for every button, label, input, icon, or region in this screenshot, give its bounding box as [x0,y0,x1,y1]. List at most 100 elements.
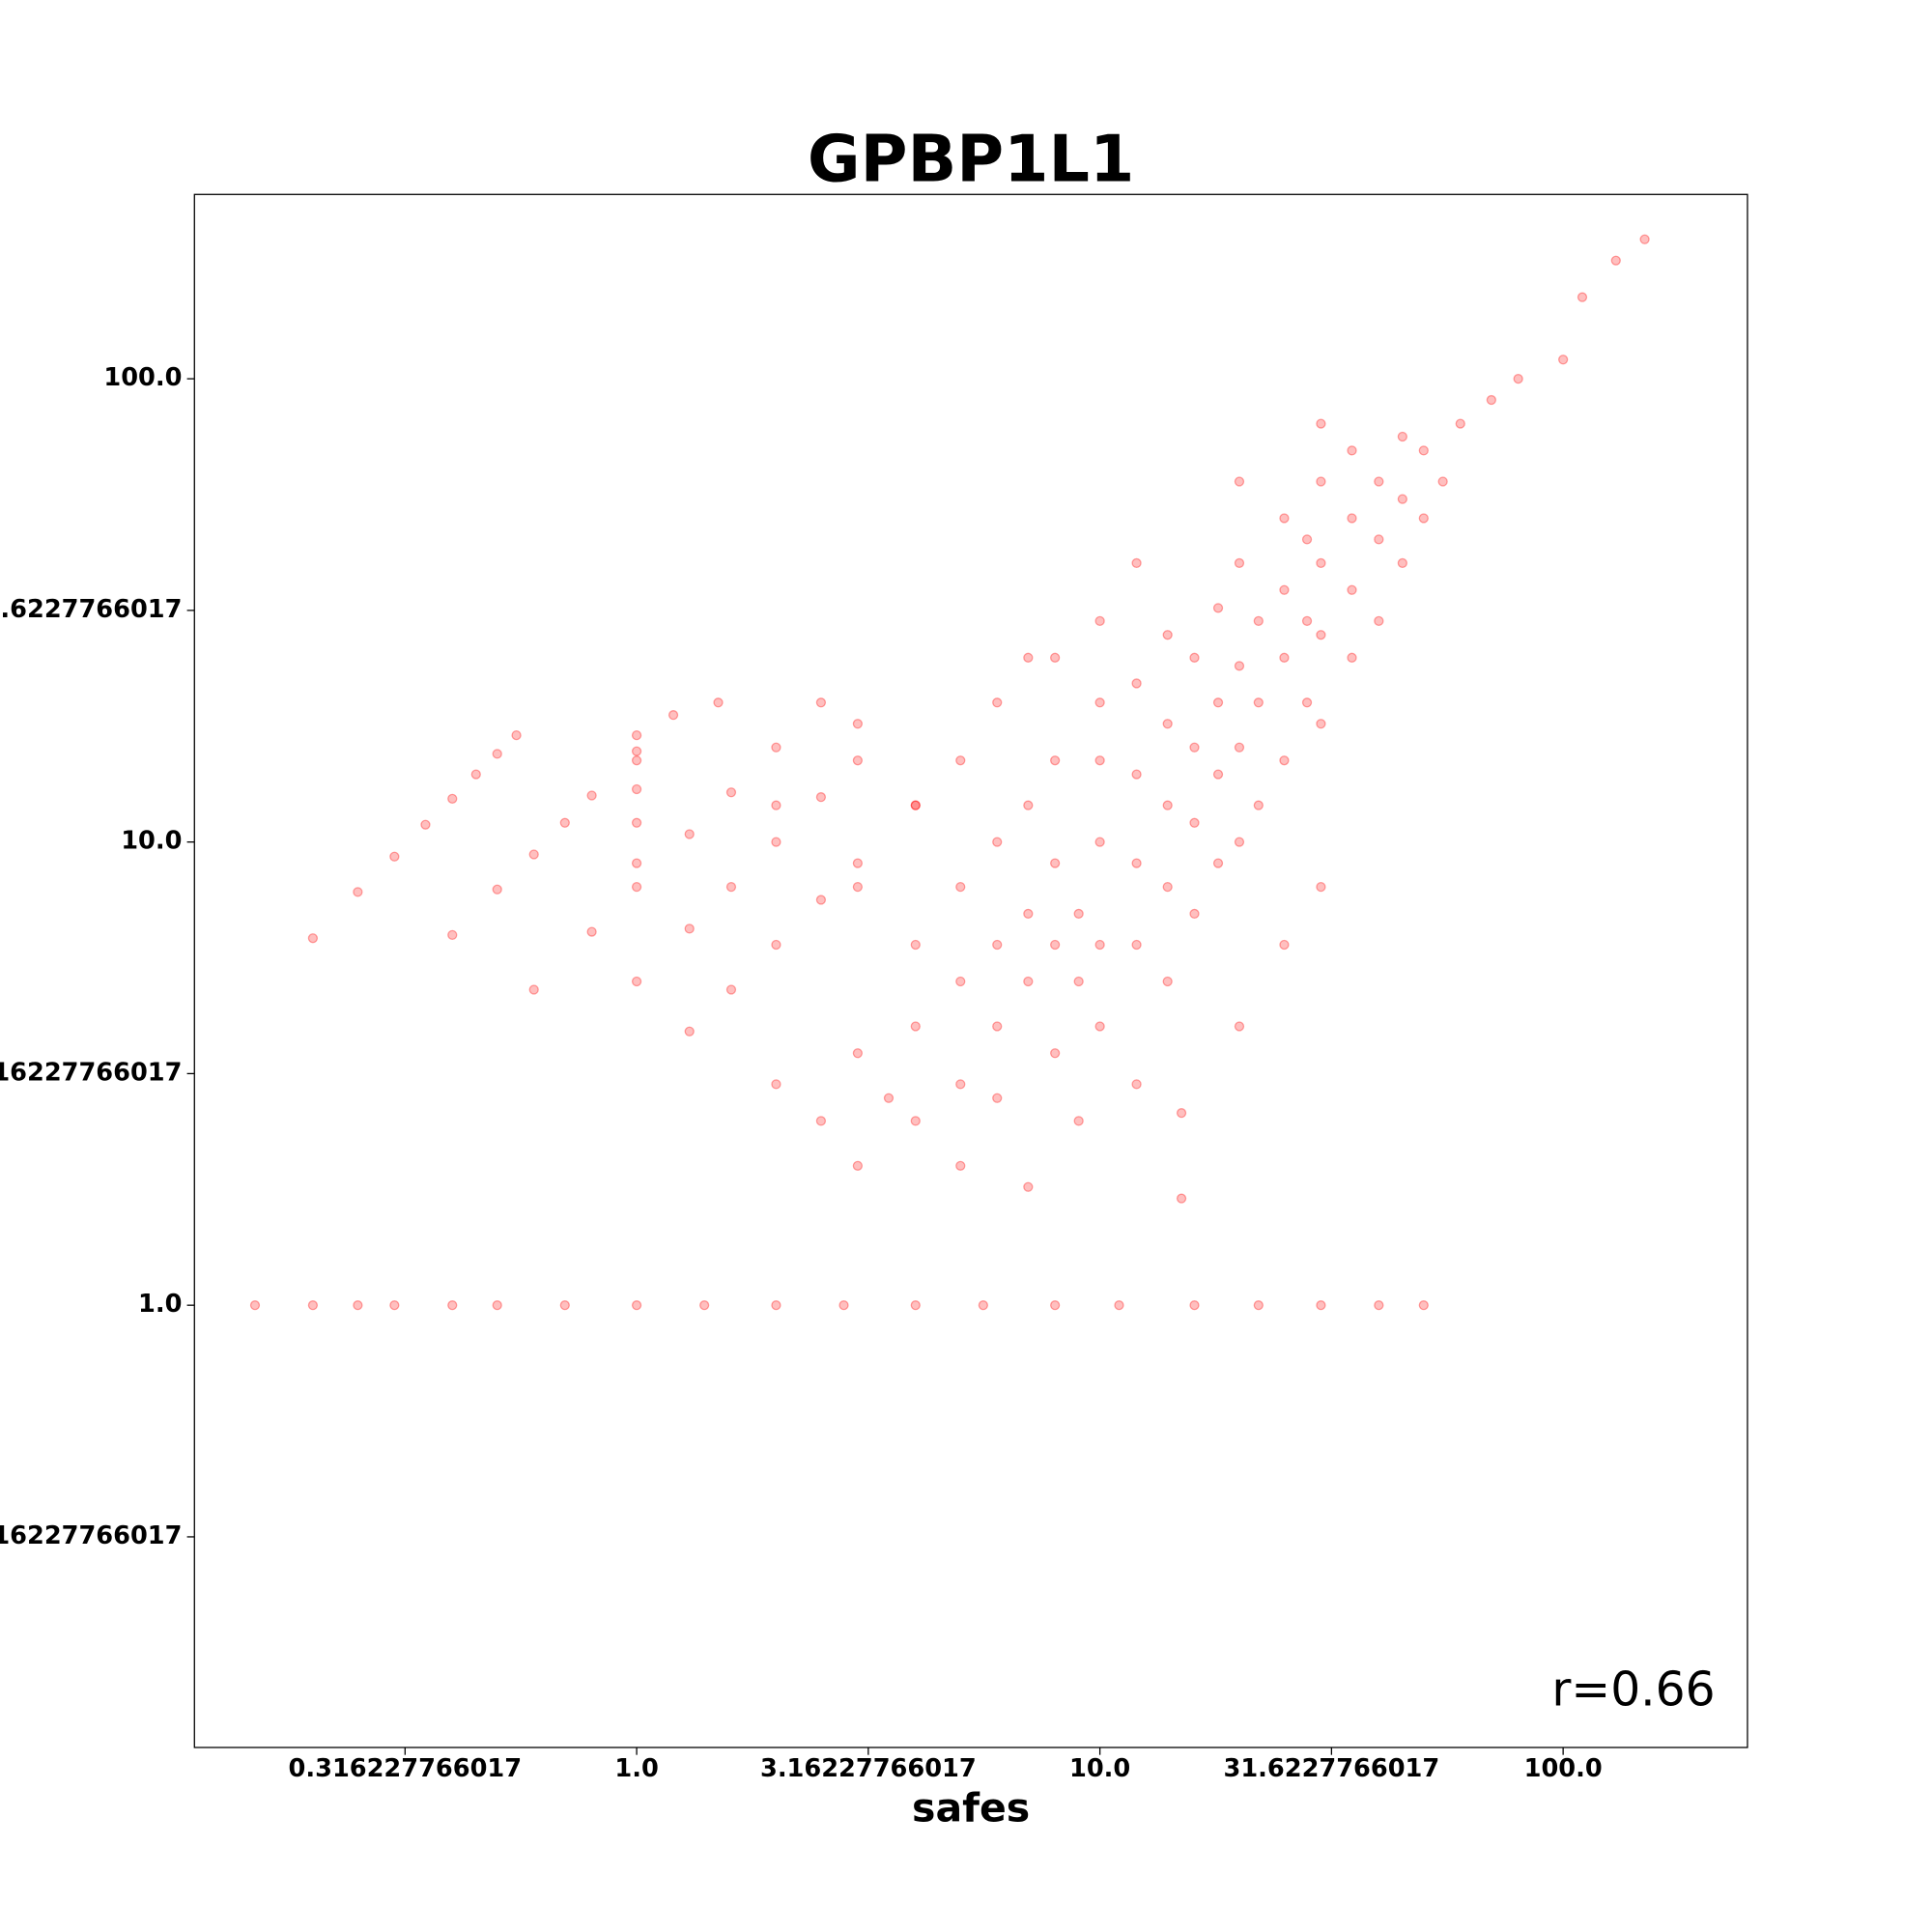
y-tick-label: 3.16227766017 [0,1058,182,1087]
y-tick-label: 10.0 [121,827,182,856]
point [815,895,827,905]
point [1347,445,1357,456]
point [1279,755,1290,766]
point [725,984,737,995]
point [815,1116,827,1126]
point [1253,1300,1264,1311]
point [955,755,966,766]
x-axis-label: safes [912,1784,1030,1831]
point [713,697,724,708]
point [1050,1048,1061,1059]
point [725,881,737,893]
point [771,742,781,753]
point [992,1093,1003,1103]
point [1023,976,1034,987]
point [492,884,502,895]
point [1397,431,1407,442]
point [1316,881,1326,893]
point [1162,630,1173,640]
point [852,881,864,893]
point [631,755,642,766]
point [1162,800,1173,810]
point [978,1300,988,1311]
point [1176,1193,1187,1204]
point [1094,939,1105,951]
point [725,787,737,798]
point [1094,837,1105,847]
point [1234,1021,1245,1032]
point [1418,1300,1429,1311]
point [1050,1300,1061,1311]
point [771,1079,781,1090]
point [353,887,363,897]
point [684,1026,695,1037]
point [1162,976,1173,987]
point [586,926,597,937]
y-tick-label: 100.0 [103,363,182,392]
point [631,976,642,987]
point [1050,652,1061,663]
point [389,851,400,862]
point [1234,661,1245,671]
point [1316,557,1326,569]
point [1486,394,1496,406]
point [470,769,481,780]
chart-title: GPBP1L1 [808,121,1134,196]
point [910,800,921,810]
point [1234,557,1245,569]
point [447,929,458,940]
point [1253,697,1264,708]
point [992,1021,1003,1032]
point [1023,652,1034,663]
point [631,817,642,828]
point [1347,584,1357,595]
point [910,939,921,951]
point [307,933,319,944]
point [1050,939,1061,951]
x-tick-label: 3.16227766017 [760,1754,977,1783]
point [389,1300,400,1311]
point [1234,837,1245,847]
point [1374,534,1384,545]
point [249,1300,261,1311]
point [447,1300,458,1311]
point [631,783,642,795]
x-tick-label: 100.0 [1524,1754,1603,1783]
point [852,858,864,868]
point [1418,513,1429,524]
point [1374,615,1384,626]
point [1374,476,1384,487]
point [1131,939,1142,951]
point [1212,697,1224,708]
point [1094,697,1105,708]
point [815,792,827,803]
plot-frame [193,193,1748,1748]
y-tick-label: 1.0 [138,1290,182,1319]
point [559,1300,570,1311]
point [1418,445,1429,456]
point [559,817,570,828]
point [1189,817,1200,828]
point [1131,858,1142,868]
point [631,730,642,741]
point [492,1300,502,1311]
point [631,858,642,868]
point [1094,755,1105,766]
point [1316,630,1326,640]
point [1316,1300,1326,1311]
point [1176,1108,1187,1119]
point [586,790,597,801]
point [1397,494,1407,504]
point [1301,697,1313,708]
point [955,1079,966,1090]
point [528,984,539,995]
point [1316,476,1326,487]
point [838,1300,849,1311]
point [1189,908,1200,920]
point [1279,513,1290,524]
point [1316,418,1326,429]
point [668,710,679,721]
point [1131,557,1142,569]
